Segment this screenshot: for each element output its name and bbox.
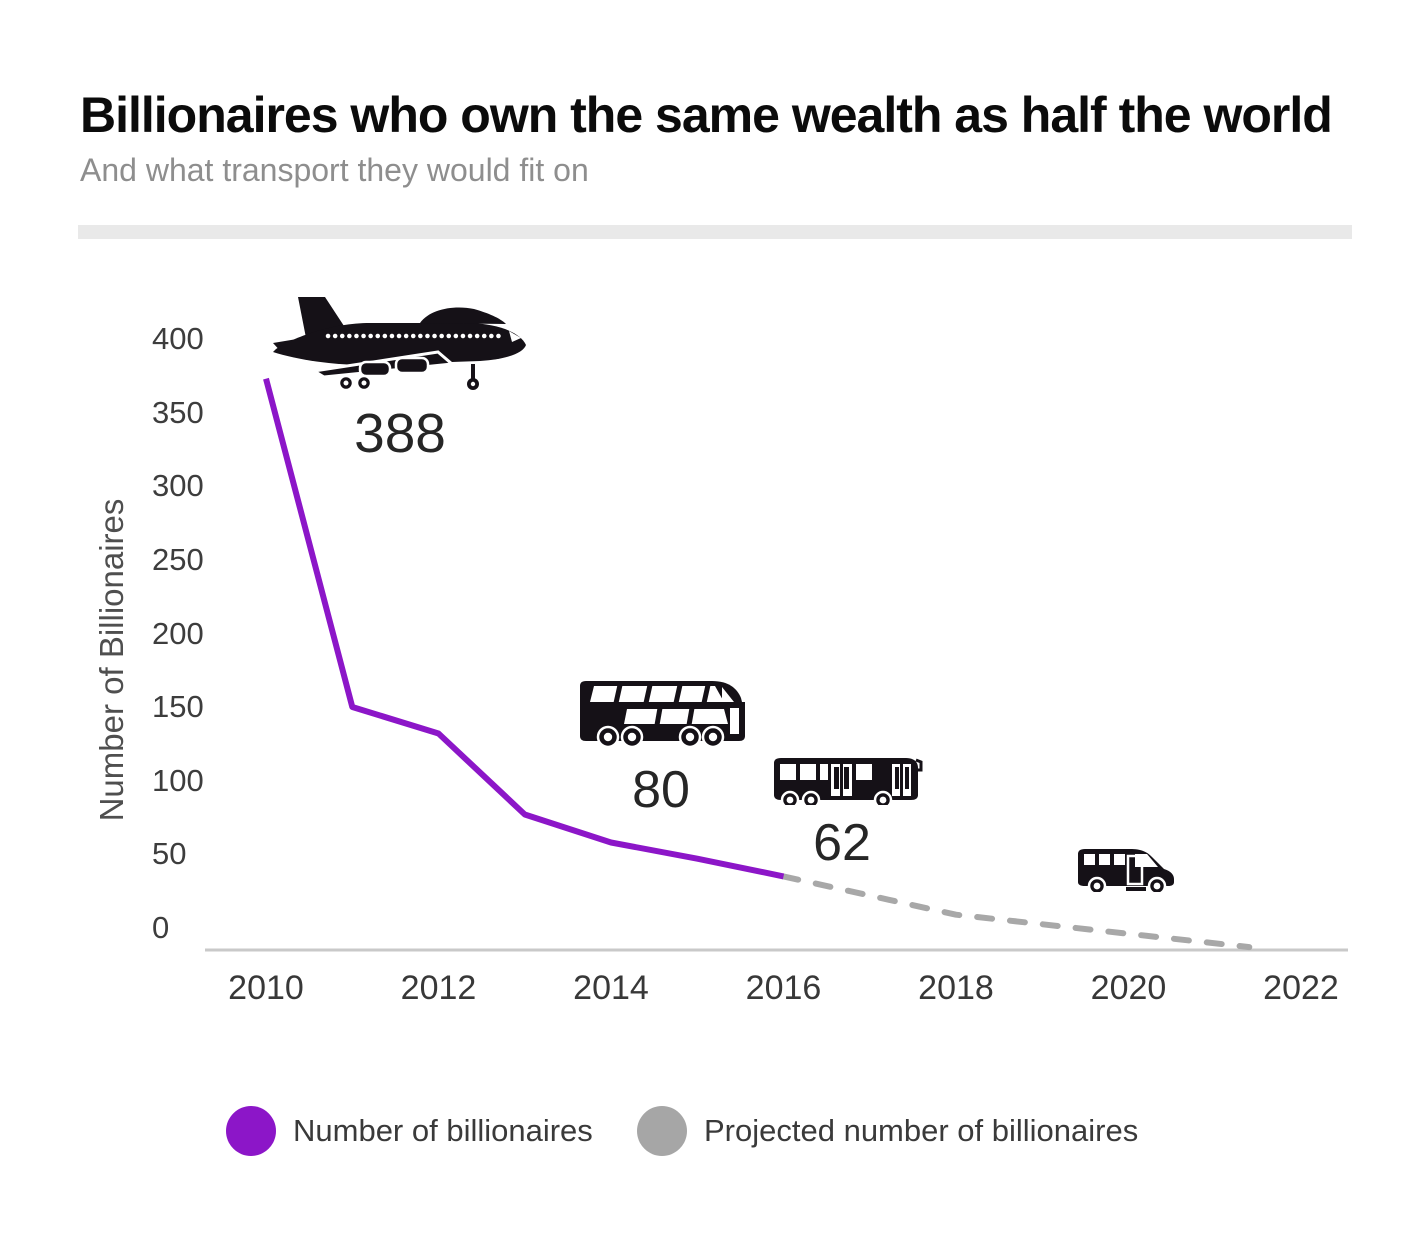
y-tick-label: 0 — [152, 910, 170, 945]
annotation-label-airplane: 388 — [354, 402, 446, 464]
x-tick-label: 2016 — [745, 969, 822, 1007]
minibus-icon — [1078, 849, 1174, 892]
y-tick-label: 100 — [152, 762, 204, 798]
legend-item-projected: Projected number of billionaires — [637, 1106, 1138, 1156]
x-tick-label: 2014 — [573, 969, 649, 1007]
legend-item-actual: Number of billionaires — [226, 1106, 593, 1156]
x-tick-label: 2012 — [400, 969, 477, 1007]
purple-dot-icon — [226, 1106, 276, 1156]
x-tick-label: 2020 — [1090, 969, 1167, 1007]
airplane-icon — [273, 297, 526, 392]
page-title: Billionaires who own the same wealth as … — [80, 87, 1333, 143]
double-decker-bus-icon — [580, 681, 745, 747]
y-tick-label: 200 — [152, 615, 204, 651]
gray-dot-icon — [637, 1106, 687, 1156]
y-tick-label: 400 — [152, 321, 204, 356]
y-tick-label: 350 — [152, 394, 204, 430]
annotation-label-double-decker: 80 — [632, 761, 690, 819]
legend-label-projected: Projected number of billionaires — [704, 1113, 1139, 1148]
billionaires-line — [263, 377, 785, 880]
x-tick-label: 2018 — [918, 969, 994, 1007]
y-tick-label: 300 — [152, 468, 204, 504]
city-bus-icon — [774, 758, 923, 805]
y-tick-label: 50 — [152, 836, 187, 872]
projected-billionaires-line — [780, 873, 1253, 951]
x-tick-label: 2022 — [1263, 969, 1339, 1007]
annotation-label-city-bus: 62 — [813, 814, 871, 872]
divider-bar — [78, 225, 1352, 239]
page-subtitle: And what transport they would fit on — [80, 152, 589, 188]
y-tick-label: 150 — [152, 689, 204, 725]
x-tick-label: 2010 — [228, 969, 304, 1007]
legend-label-actual: Number of billionaires — [293, 1113, 593, 1148]
y-tick-label: 250 — [152, 541, 204, 577]
